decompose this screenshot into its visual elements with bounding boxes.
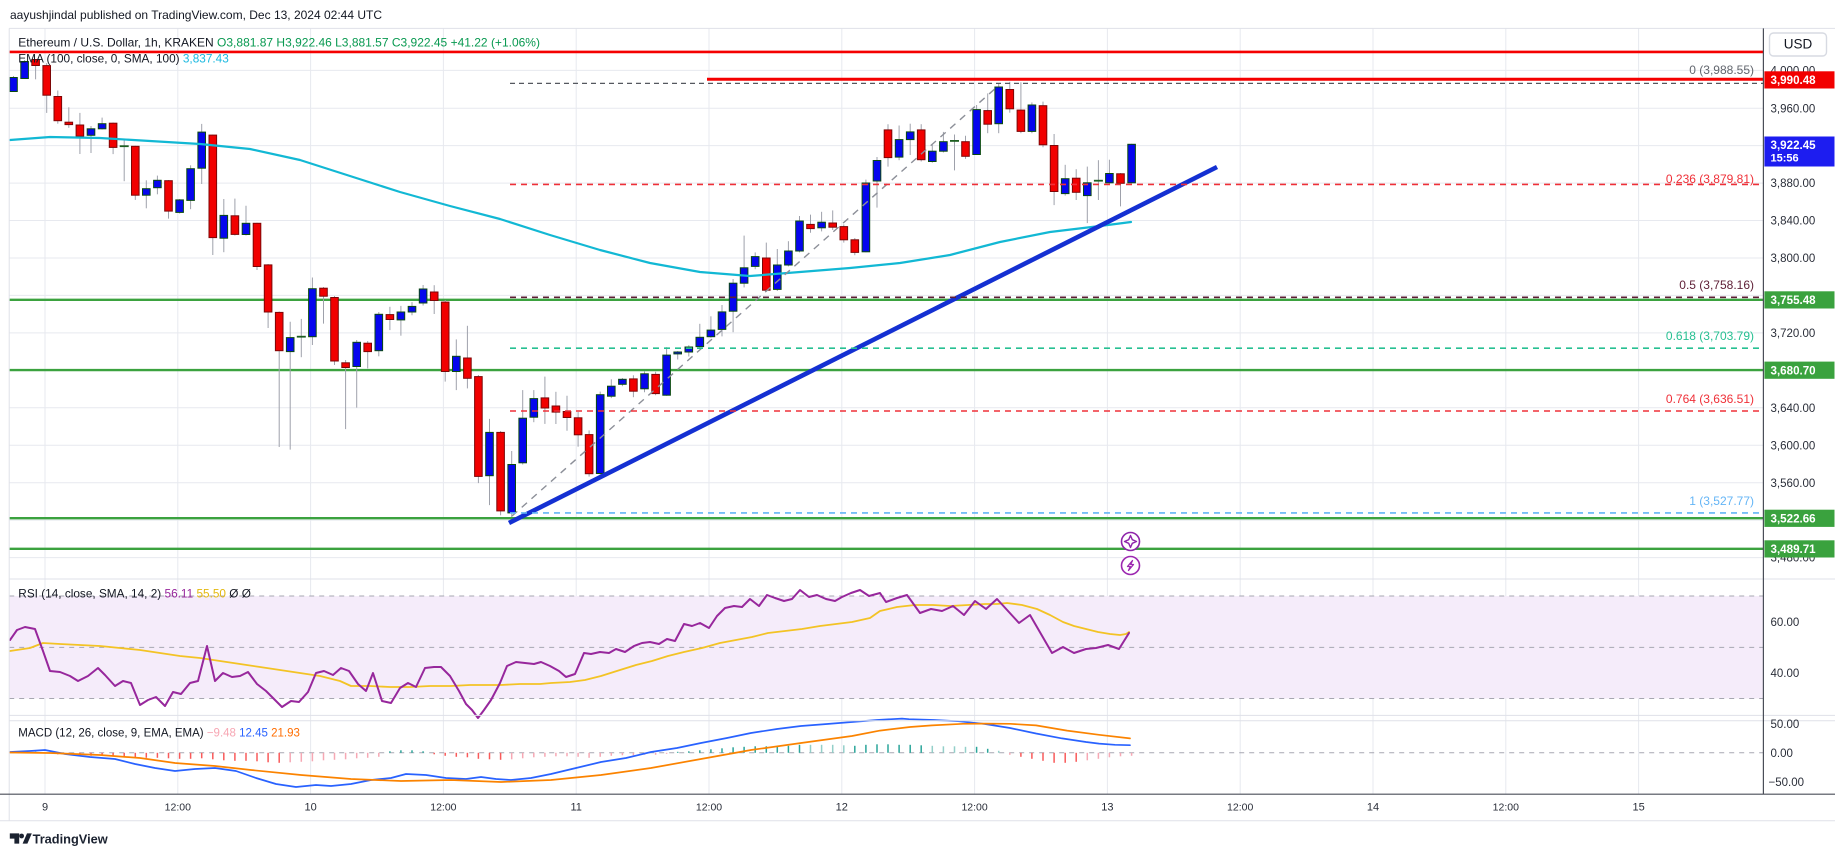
svg-text:15: 15 — [1632, 802, 1644, 814]
svg-text:15:56: 15:56 — [1771, 153, 1799, 165]
svg-text:12:00: 12:00 — [1227, 802, 1253, 814]
svg-text:1 (3,527.77): 1 (3,527.77) — [1689, 494, 1754, 508]
svg-text:60.00: 60.00 — [1771, 617, 1800, 629]
svg-text:MACD (12, 26, close, 9, EMA, E: MACD (12, 26, close, 9, EMA, EMA) −9.48 … — [18, 728, 300, 740]
svg-text:3,840.00: 3,840.00 — [1771, 216, 1816, 228]
svg-text:0.236 (3,879.81): 0.236 (3,879.81) — [1666, 172, 1754, 186]
svg-text:14: 14 — [1367, 802, 1379, 814]
svg-text:12:00: 12:00 — [961, 802, 987, 814]
svg-text:3,560.00: 3,560.00 — [1771, 478, 1816, 490]
svg-text:50.00: 50.00 — [1771, 719, 1800, 731]
svg-text:10: 10 — [304, 802, 316, 814]
svg-text:3,800.00: 3,800.00 — [1771, 253, 1816, 265]
svg-text:−50.00: −50.00 — [1769, 777, 1805, 789]
svg-text:3,640.00: 3,640.00 — [1771, 403, 1816, 415]
svg-text:3,960.00: 3,960.00 — [1771, 103, 1816, 115]
svg-text:12:00: 12:00 — [1493, 802, 1519, 814]
svg-text:3,922.45: 3,922.45 — [1771, 139, 1817, 152]
svg-text:12:00: 12:00 — [165, 802, 191, 814]
svg-text:40.00: 40.00 — [1771, 668, 1800, 680]
svg-text:0.618 (3,703.79): 0.618 (3,703.79) — [1666, 329, 1754, 343]
svg-text:11: 11 — [570, 802, 581, 814]
svg-text:3,755.48: 3,755.48 — [1771, 294, 1817, 307]
svg-text:RSI (14, close, SMA, 14, 2) 56: RSI (14, close, SMA, 14, 2) 56.11 55.50 … — [18, 587, 251, 601]
svg-text:Ethereum / U.S. Dollar, 1h, KR: Ethereum / U.S. Dollar, 1h, KRAKEN O3,88… — [18, 35, 540, 49]
svg-text:USD: USD — [1784, 37, 1813, 52]
svg-text:TradingView: TradingView — [33, 831, 108, 846]
svg-text:13: 13 — [1101, 802, 1113, 814]
svg-text:12: 12 — [836, 802, 848, 814]
svg-text:EMA (100, close, 0, SMA, 100): EMA (100, close, 0, SMA, 100) 3,837.43 — [18, 52, 229, 66]
svg-text:3,600.00: 3,600.00 — [1771, 440, 1816, 452]
svg-text:3,522.66: 3,522.66 — [1771, 512, 1817, 525]
svg-text:0.5 (3,758.16): 0.5 (3,758.16) — [1679, 278, 1754, 292]
svg-text:9: 9 — [42, 802, 48, 814]
svg-text:aayushjindal published on Trad: aayushjindal published on TradingView.co… — [10, 8, 382, 22]
svg-text:3,489.71: 3,489.71 — [1771, 543, 1817, 556]
svg-text:0.764 (3,636.51): 0.764 (3,636.51) — [1666, 392, 1754, 406]
svg-text:3,990.48: 3,990.48 — [1771, 74, 1817, 87]
svg-text:12:00: 12:00 — [430, 802, 456, 814]
svg-text:3,880.00: 3,880.00 — [1771, 178, 1816, 190]
svg-text:0 (3,988.55): 0 (3,988.55) — [1689, 63, 1754, 77]
svg-text:12:00: 12:00 — [696, 802, 722, 814]
svg-text:3,720.00: 3,720.00 — [1771, 328, 1816, 340]
svg-text:3,680.70: 3,680.70 — [1771, 364, 1816, 377]
svg-text:0.00: 0.00 — [1771, 748, 1793, 760]
